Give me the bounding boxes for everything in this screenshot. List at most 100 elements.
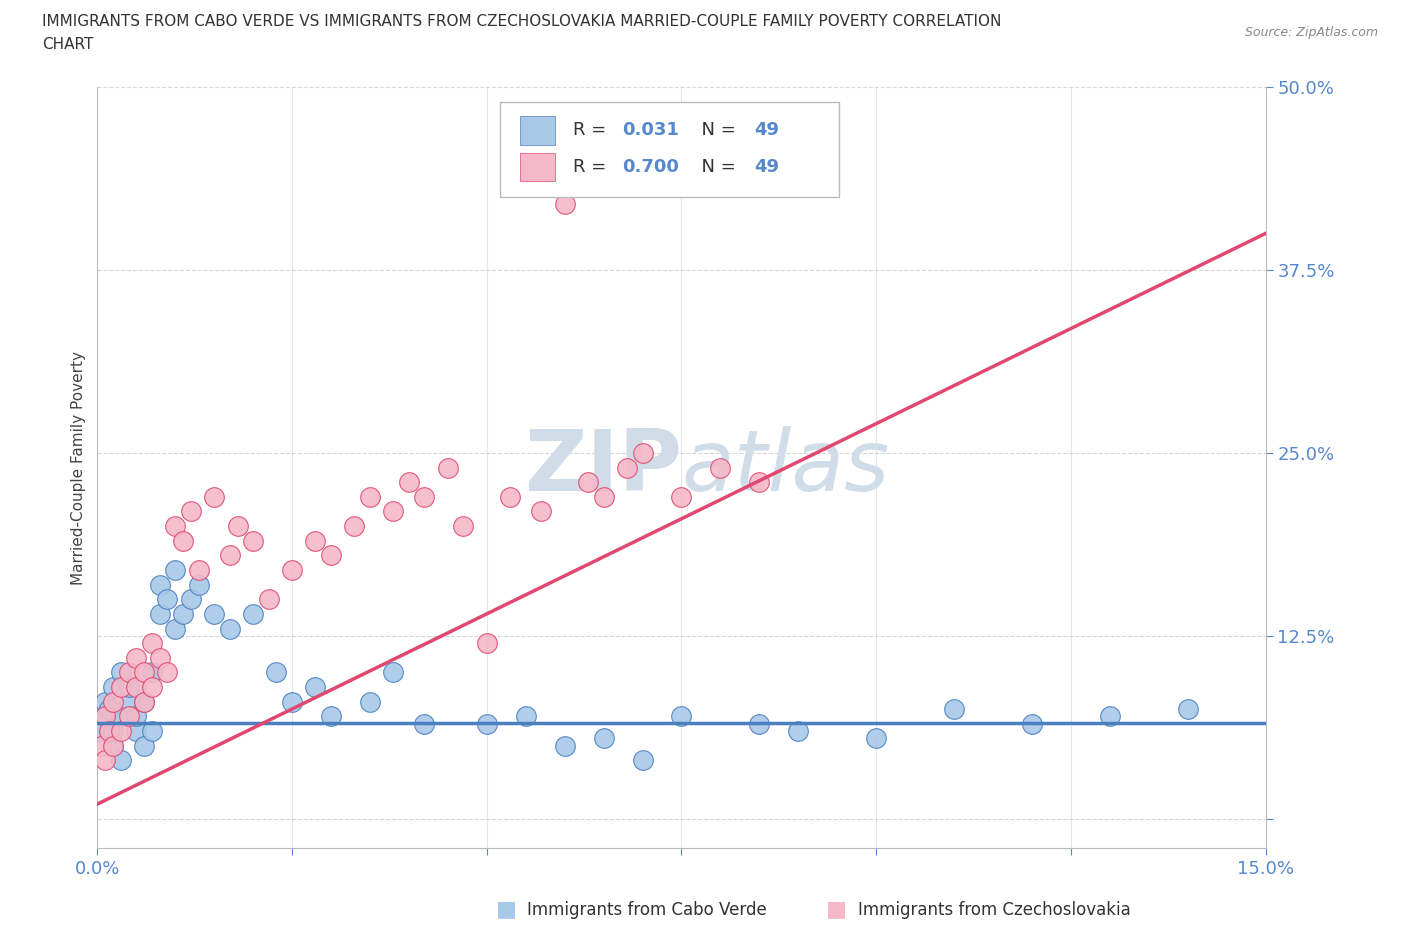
Point [187,578,209,592]
Point [101,680,124,695]
Point [165,621,187,636]
Point [110,680,132,695]
Point [437,460,460,475]
Point [94,694,117,709]
Point [110,665,132,680]
Point [226,519,249,534]
Text: CHART: CHART [42,37,94,52]
Point [218,621,240,636]
Point [98,701,121,716]
Point [110,709,132,724]
Point [141,724,163,738]
Point [165,519,187,534]
Point [359,694,381,709]
Point [453,519,475,534]
Text: R =: R = [572,122,612,140]
Text: Source: ZipAtlas.com: Source: ZipAtlas.com [1244,26,1378,39]
Point [180,591,202,606]
Text: ■: ■ [496,899,516,920]
FancyBboxPatch shape [520,116,555,145]
Point [413,716,436,731]
Point [149,650,172,665]
Point [1021,716,1043,731]
Point [671,709,693,724]
Point [281,694,304,709]
Point [319,548,342,563]
Point [165,563,187,578]
Point [499,489,522,504]
Point [242,606,264,621]
Point [266,665,288,680]
Point [475,636,498,651]
Text: ZIP: ZIP [523,426,682,509]
Y-axis label: Married-Couple Family Poverty: Married-Couple Family Poverty [72,351,86,585]
Text: Immigrants from Czechoslovakia: Immigrants from Czechoslovakia [858,900,1130,919]
Point [125,724,148,738]
Point [125,650,148,665]
Point [141,680,163,695]
Point [117,665,139,680]
Text: 49: 49 [754,158,779,176]
Point [530,504,553,519]
Point [101,724,124,738]
Point [304,680,326,695]
Text: 0.031: 0.031 [621,122,679,140]
Point [156,665,179,680]
Point [149,578,172,592]
Point [515,709,537,724]
Point [1177,701,1199,716]
Point [101,738,124,753]
Text: 0.700: 0.700 [621,158,679,176]
Point [554,738,576,753]
Point [398,474,420,489]
Text: atlas: atlas [682,426,890,509]
Point [141,665,163,680]
Point [631,752,654,767]
Point [202,489,225,504]
Point [94,709,117,724]
Text: ■: ■ [827,899,846,920]
Point [515,167,537,182]
Point [132,738,155,753]
Point [90,738,112,753]
Point [554,197,576,212]
Point [343,519,366,534]
Point [149,606,172,621]
Text: R =: R = [572,158,612,176]
Point [1098,709,1121,724]
Point [101,694,124,709]
Point [382,504,405,519]
Point [865,731,887,746]
Point [748,474,770,489]
Point [110,752,132,767]
Text: N =: N = [689,158,741,176]
Point [709,460,731,475]
Text: N =: N = [689,122,741,140]
Point [592,731,614,746]
Point [257,591,280,606]
Point [98,724,121,738]
Point [187,563,209,578]
Point [671,489,693,504]
Point [90,724,112,738]
Point [943,701,966,716]
Point [132,665,155,680]
Point [132,694,155,709]
Point [748,716,770,731]
Text: 49: 49 [754,122,779,140]
Point [475,716,498,731]
Point [592,489,614,504]
Text: Immigrants from Cabo Verde: Immigrants from Cabo Verde [527,900,768,919]
Point [94,752,117,767]
Point [319,709,342,724]
Point [132,694,155,709]
Point [156,591,179,606]
Point [359,489,381,504]
FancyBboxPatch shape [501,102,839,197]
Point [304,533,326,548]
Point [787,724,810,738]
Text: IMMIGRANTS FROM CABO VERDE VS IMMIGRANTS FROM CZECHOSLOVAKIA MARRIED-COUPLE FAMI: IMMIGRANTS FROM CABO VERDE VS IMMIGRANTS… [42,14,1001,29]
Point [101,738,124,753]
Point [576,474,599,489]
Point [281,563,304,578]
